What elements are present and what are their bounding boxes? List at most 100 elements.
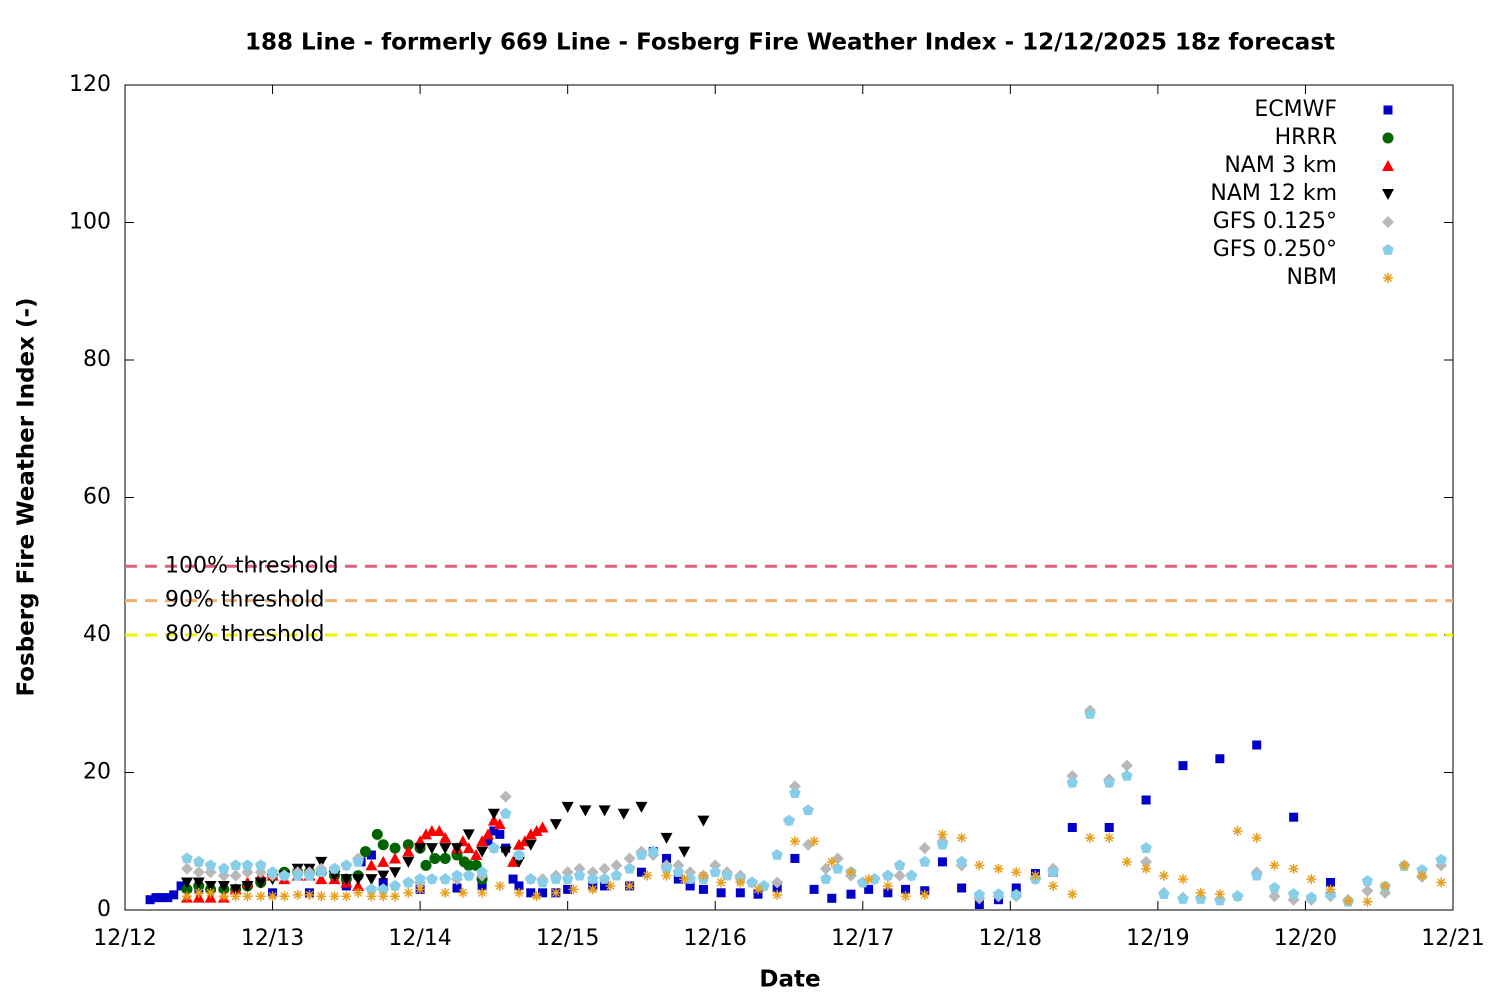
data-point (716, 877, 727, 888)
data-point (568, 884, 579, 895)
data-point (1085, 832, 1096, 843)
data-point (642, 870, 653, 881)
data-point (476, 846, 489, 858)
data-point (789, 836, 800, 847)
data-point (623, 862, 636, 874)
data-point (1066, 769, 1079, 782)
data-point (937, 829, 948, 840)
data-point (279, 891, 290, 902)
data-point (1380, 880, 1391, 891)
data-point (660, 832, 673, 844)
data-point (420, 859, 432, 871)
data-point (1252, 740, 1262, 750)
data-point (371, 828, 383, 840)
data-point (536, 821, 549, 833)
data-point (1232, 825, 1243, 836)
data-point (341, 891, 352, 902)
data-point (402, 876, 415, 888)
data-point (266, 866, 279, 878)
legend-label: GFS 0.125° (1213, 209, 1337, 234)
data-point (1417, 870, 1428, 881)
data-point (1011, 883, 1021, 893)
data-point (746, 876, 758, 888)
data-point (303, 869, 316, 881)
data-point (499, 807, 512, 819)
data-point (494, 880, 505, 891)
data-point (1195, 887, 1206, 898)
data-point (169, 890, 179, 900)
data-point (157, 893, 167, 903)
data-point (1361, 875, 1374, 886)
legend-label: GFS 0.250° (1213, 237, 1337, 262)
data-point (623, 852, 636, 865)
data-point (1120, 759, 1133, 772)
x-axis-title: Date (759, 967, 820, 993)
data-point (525, 873, 537, 884)
y-tick-label: 0 (97, 897, 111, 922)
data-point (1158, 888, 1170, 900)
data-point (414, 873, 426, 884)
x-tick-label: 12/19 (1126, 926, 1189, 951)
x-tick-label: 12/14 (388, 926, 451, 951)
data-point (389, 879, 401, 891)
data-point (600, 881, 610, 891)
data-point (241, 859, 254, 871)
data-point (587, 873, 599, 884)
data-point (662, 853, 672, 863)
data-point (365, 883, 378, 895)
threshold-label: 90% threshold (165, 588, 325, 613)
data-point (229, 859, 242, 871)
data-point (697, 815, 710, 827)
data-point (229, 869, 242, 882)
threshold-label: 80% threshold (165, 622, 325, 647)
data-point (316, 891, 327, 902)
data-point (624, 880, 635, 891)
data-point (241, 880, 254, 892)
data-point (255, 891, 266, 902)
data-point (1104, 832, 1115, 843)
data-point (672, 859, 685, 872)
data-point (1287, 888, 1300, 900)
data-point (1141, 863, 1152, 874)
data-point (151, 893, 161, 903)
data-point (1158, 870, 1169, 881)
data-point (974, 860, 985, 871)
data-point (477, 887, 488, 898)
data-point (1268, 882, 1281, 893)
data-point (550, 887, 561, 898)
data-point (1030, 870, 1041, 881)
x-tick-label: 12/15 (536, 926, 599, 951)
x-tick-label: 12/16 (684, 926, 747, 951)
data-point (579, 805, 592, 817)
data-point (514, 881, 524, 891)
data-point (205, 887, 216, 898)
data-point (735, 888, 745, 898)
data-point (1325, 884, 1336, 895)
data-point (340, 859, 353, 871)
y-tick-label: 60 (83, 485, 111, 510)
y-tick-label: 40 (83, 622, 111, 647)
data-point (420, 828, 433, 840)
data-point (193, 855, 205, 867)
data-point (352, 879, 365, 891)
data-point (329, 891, 340, 902)
data-point (685, 881, 695, 891)
data-point (974, 900, 984, 909)
data-point (882, 869, 894, 881)
x-tick-label: 12/17 (831, 926, 894, 951)
data-point (1231, 890, 1244, 902)
data-point (481, 828, 494, 840)
data-point (1178, 761, 1188, 771)
data-point (163, 893, 173, 903)
data-point (561, 866, 574, 879)
legend-marker (1382, 189, 1394, 200)
data-point (360, 846, 372, 858)
data-point (721, 869, 733, 881)
data-point (561, 873, 574, 884)
data-point (425, 843, 438, 855)
data-point (809, 884, 819, 894)
data-point (846, 889, 856, 899)
data-point (470, 849, 483, 860)
data-point (771, 849, 783, 860)
